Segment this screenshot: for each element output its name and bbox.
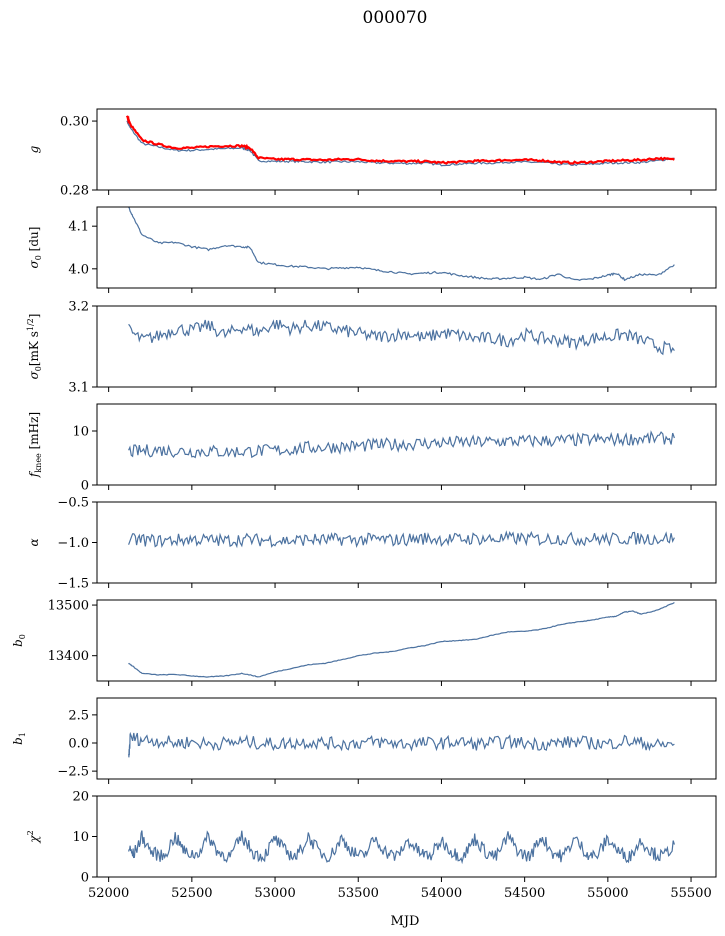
y-tick-label: 4.0 bbox=[68, 262, 89, 277]
data-series-line bbox=[128, 530, 675, 549]
data-series-line bbox=[128, 830, 675, 865]
y-tick-label: 0.30 bbox=[60, 115, 89, 130]
panel-7: −2.5 0.0 2.5 b1 bbox=[11, 697, 717, 784]
y-tick-label: 0 bbox=[81, 479, 89, 494]
y-tick-label: 0.28 bbox=[60, 184, 89, 199]
x-axis-label: MJD bbox=[391, 914, 420, 929]
y-tick-label: 0 bbox=[81, 871, 89, 886]
y-tick-label: −1.5 bbox=[57, 577, 89, 592]
y-tick-label: 0.0 bbox=[68, 737, 89, 752]
y-axis-label: g bbox=[27, 145, 41, 153]
y-tick-label: −2.5 bbox=[57, 765, 89, 780]
panel-6: 13400 13500 b0 bbox=[11, 599, 717, 686]
data-series-line bbox=[128, 601, 675, 678]
data-series-line bbox=[128, 207, 675, 282]
x-tick-label: 52000 bbox=[88, 886, 129, 901]
y-axis-label: b1 bbox=[11, 732, 27, 745]
x-tick-label: 55000 bbox=[587, 886, 628, 901]
x-tick-label: 55500 bbox=[670, 886, 711, 901]
y-tick-label: 2.5 bbox=[68, 708, 89, 723]
axes-frame bbox=[96, 206, 717, 289]
panel-5: −1.5 −1.0 −0.5 α bbox=[27, 496, 717, 592]
panel-4: 0 10 fknee [mHz] bbox=[27, 403, 717, 494]
axes-frame bbox=[96, 108, 717, 191]
x-tick-label: 52500 bbox=[171, 886, 212, 901]
y-tick-label: 3.1 bbox=[68, 381, 89, 396]
axes-frame bbox=[96, 599, 717, 682]
x-tick-label: 53000 bbox=[254, 886, 295, 901]
y-tick-label: 20 bbox=[72, 790, 89, 805]
y-axis-label: σ0[mK s1/2] bbox=[26, 314, 43, 380]
x-tick-label: 54500 bbox=[504, 886, 545, 901]
y-axis-label: σ0 [du] bbox=[27, 227, 43, 269]
y-tick-label: 4.1 bbox=[68, 220, 89, 235]
y-tick-label: 13400 bbox=[48, 649, 89, 664]
axes-frame bbox=[96, 795, 717, 878]
fit-series-line bbox=[125, 115, 675, 165]
panel-3: 3.1 3.2 σ0[mK s1/2] bbox=[26, 300, 717, 396]
data-series-line bbox=[128, 731, 675, 758]
figure-title: 000070 bbox=[363, 8, 428, 28]
panels: 0.28 0.30 g 4.0 4.1 σ0 [du] 3.1 3.2 σ0[mK s1/2] 0… bbox=[11, 108, 717, 901]
y-tick-label: −1.0 bbox=[57, 536, 89, 551]
axes-frame bbox=[96, 697, 717, 780]
x-tick-label: 53500 bbox=[338, 886, 379, 901]
panel-2: 4.0 4.1 σ0 [du] bbox=[27, 206, 717, 293]
y-tick-label: 10 bbox=[72, 425, 89, 440]
data-series-line bbox=[126, 120, 675, 167]
y-tick-label: −0.5 bbox=[57, 496, 89, 511]
panel-8: 0 10 20 52000 52500 53000 53500 54000 54500 55000… bbox=[26, 790, 717, 901]
data-series-line bbox=[128, 430, 675, 459]
panel-1: 0.28 0.30 g bbox=[27, 108, 717, 199]
y-axis-label: α bbox=[27, 538, 41, 546]
y-tick-label: 13500 bbox=[48, 599, 89, 614]
axes-frame bbox=[96, 403, 717, 486]
axes-frame bbox=[96, 305, 717, 388]
data-series-line bbox=[128, 319, 675, 356]
y-axis-label: χ2 bbox=[26, 830, 41, 843]
x-tick-label: 54000 bbox=[421, 886, 462, 901]
y-axis-label: fknee [mHz] bbox=[27, 412, 43, 478]
y-tick-label: 3.2 bbox=[68, 300, 89, 315]
y-tick-label: 10 bbox=[72, 830, 89, 845]
y-axis-label: b0 bbox=[11, 634, 27, 647]
